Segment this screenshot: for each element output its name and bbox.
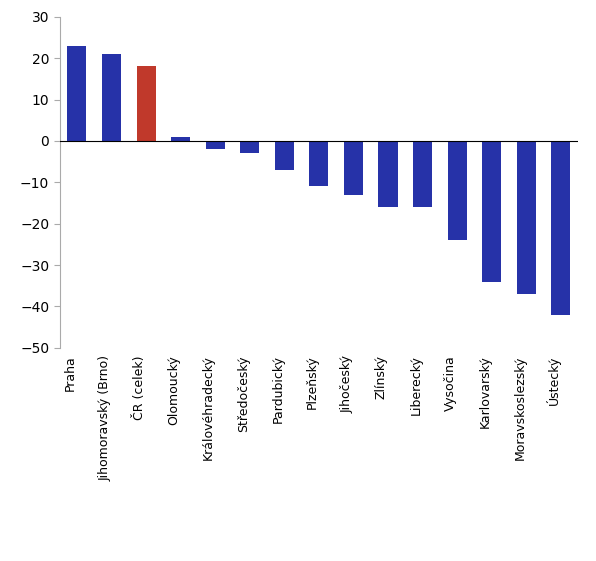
Bar <box>275 141 294 170</box>
Bar <box>136 67 156 141</box>
Bar <box>551 141 570 315</box>
Bar <box>517 141 536 294</box>
Bar <box>378 141 398 207</box>
Bar <box>171 137 190 141</box>
Bar <box>413 141 432 207</box>
Bar <box>206 141 225 149</box>
Bar <box>102 54 121 141</box>
Bar <box>482 141 501 282</box>
Bar <box>309 141 328 186</box>
Bar <box>344 141 363 195</box>
Bar <box>240 141 259 153</box>
Bar <box>448 141 467 240</box>
Bar <box>67 46 86 141</box>
